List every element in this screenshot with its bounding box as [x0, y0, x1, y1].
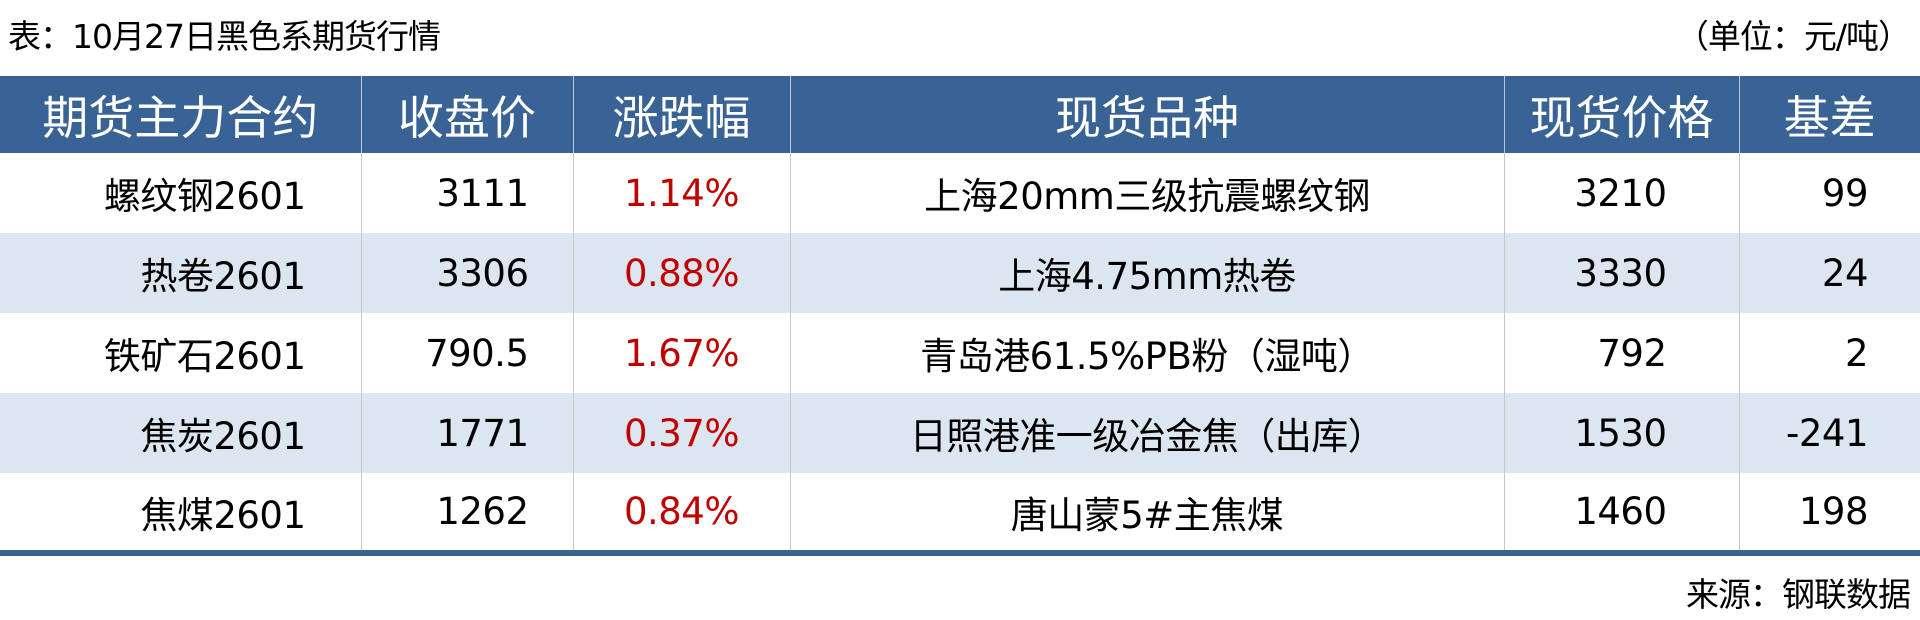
header-basis: 基差	[1738, 76, 1920, 153]
cell-basis: 99	[1738, 153, 1920, 233]
cell-spot-variety: 日照港准一级冶金焦（出库）	[789, 393, 1504, 473]
table-row: 焦煤2601 1262 0.84% 唐山蒙5#主焦煤 1460 198	[0, 473, 1920, 556]
cell-basis: 198	[1738, 473, 1920, 556]
cell-close-price: 790.5	[360, 313, 573, 393]
cell-change: 0.88%	[572, 233, 790, 313]
table-title: 表：10月27日黑色系期货行情	[8, 17, 441, 56]
cell-spot-variety: 上海20mm三级抗震螺纹钢	[789, 153, 1504, 233]
cell-change: 1.14%	[572, 153, 790, 233]
table-row: 铁矿石2601 790.5 1.67% 青岛港61.5%PB粉（湿吨） 792 2	[0, 313, 1920, 393]
cell-basis: -241	[1738, 393, 1920, 473]
cell-contract: 热卷2601	[0, 233, 361, 313]
header-change: 涨跌幅	[572, 76, 790, 153]
cell-spot-price: 1530	[1503, 393, 1739, 473]
cell-close-price: 1771	[360, 393, 573, 473]
cell-contract: 焦炭2601	[0, 393, 361, 473]
cell-change: 0.84%	[572, 473, 790, 556]
cell-contract: 螺纹钢2601	[103, 175, 306, 218]
cell-close-price: 3111	[360, 153, 573, 233]
cell-spot-variety: 青岛港61.5%PB粉（湿吨）	[789, 313, 1504, 393]
table-row: 螺纹钢2601 3111 1.14% 上海20mm三级抗震螺纹钢 3210 99	[0, 153, 1920, 233]
cell-change: 0.37%	[572, 393, 790, 473]
cell-spot-variety: 上海4.75mm热卷	[789, 233, 1504, 313]
header-close: 收盘价	[360, 76, 573, 153]
table-row: 焦炭2601 1771 0.37% 日照港准一级冶金焦（出库） 1530 -241	[0, 393, 1920, 473]
futures-table: 期货主力合约 收盘价 涨跌幅 现货品种 现货价格 基差 螺纹钢2601 3111 1…	[0, 76, 1920, 556]
cell-spot-price: 3330	[1503, 233, 1739, 313]
header-contract: 期货主力合约	[0, 76, 361, 153]
cell-contract: 铁矿石2601	[103, 335, 306, 378]
table-row: 热卷2601 3306 0.88% 上海4.75mm热卷 3330 24	[0, 233, 1920, 313]
cell-close-price: 1262	[360, 473, 573, 556]
header-spot-price: 现货价格	[1503, 76, 1739, 153]
cell-basis: 2	[1738, 313, 1920, 393]
header-spot-variety: 现货品种	[789, 76, 1504, 153]
header-row: 期货主力合约 收盘价 涨跌幅 现货品种 现货价格 基差	[0, 76, 1920, 153]
unit-label: （单位：元/吨）	[1675, 17, 1911, 56]
cell-basis: 24	[1738, 233, 1920, 313]
cell-spot-price: 3210	[1503, 153, 1739, 233]
cell-spot-price: 792	[1503, 313, 1739, 393]
source-note: 来源：钢联数据	[1686, 575, 1911, 614]
cell-contract: 焦煤2601	[0, 473, 361, 556]
cell-change: 1.67%	[572, 313, 790, 393]
cell-close-price: 3306	[360, 233, 573, 313]
cell-spot-variety: 唐山蒙5#主焦煤	[789, 473, 1504, 556]
cell-spot-price: 1460	[1503, 473, 1739, 556]
